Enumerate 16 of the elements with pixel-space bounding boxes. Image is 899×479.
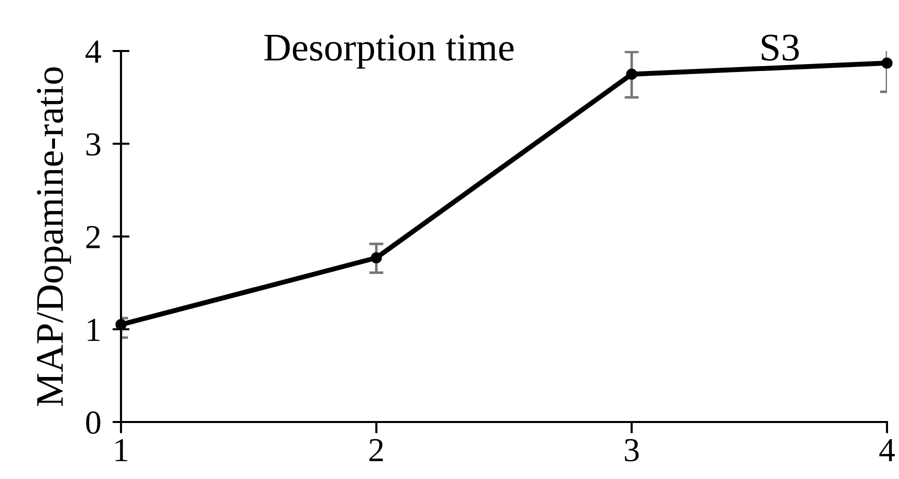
point <box>626 68 638 80</box>
x-tick-label: 1 <box>116 439 128 462</box>
y-tick-label: 0 <box>86 411 100 434</box>
y-tick-label: 3 <box>86 133 100 156</box>
point <box>115 319 127 330</box>
y-tick-label: 2 <box>86 226 100 248</box>
annotation: S3 <box>762 34 799 61</box>
y-axis-title: MAP/Dopamine-ratio <box>36 67 71 406</box>
y-tick-label: 4 <box>86 40 102 63</box>
point <box>370 252 382 264</box>
x-tick-label: 2 <box>369 439 383 462</box>
x-tick-label: 3 <box>624 439 639 462</box>
point <box>881 58 893 69</box>
x-tick-label: 4 <box>879 439 895 462</box>
y-tick-label: 1 <box>88 318 100 341</box>
chart-title: Desorption time <box>264 34 514 69</box>
